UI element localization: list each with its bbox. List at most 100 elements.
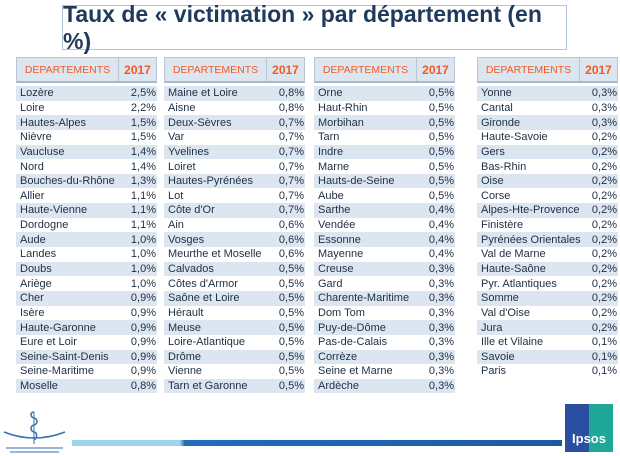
table-row: Dom Tom 0,3% bbox=[314, 306, 455, 321]
table-row: Sarthe 0,4% bbox=[314, 203, 455, 218]
header-year: 2017 bbox=[422, 62, 449, 77]
table-row: Finistère 0,2% bbox=[477, 218, 618, 233]
victimation-rate: 1,3% bbox=[130, 175, 156, 188]
header-departements: DEPARTEMENTS bbox=[478, 58, 580, 81]
victimation-rate: 0,2% bbox=[591, 233, 617, 246]
table-row: Loire-Atlantique 0,5% bbox=[164, 335, 305, 350]
victimation-rate: 0,7% bbox=[278, 116, 304, 129]
table-row: Charente-Maritime 0,3% bbox=[314, 290, 455, 306]
victimation-rate: 0,2% bbox=[591, 219, 617, 232]
victimation-rate: 0,1% bbox=[591, 336, 617, 349]
departement-name: Pas-de-Calais bbox=[318, 336, 388, 349]
victimation-rate: 0,5% bbox=[428, 116, 454, 129]
table-row: Pas-de-Calais 0,3% bbox=[314, 335, 455, 350]
table-row: Yonne 0,3% bbox=[477, 86, 618, 101]
departement-name: Nord bbox=[20, 160, 44, 173]
victimation-rate: 0,9% bbox=[130, 336, 156, 349]
victimation-rate: 0,8% bbox=[278, 101, 304, 114]
victimation-rate: 0,5% bbox=[278, 336, 304, 349]
table-row: Gironde 0,3% bbox=[477, 115, 618, 130]
victimation-rate: 1,0% bbox=[130, 277, 156, 290]
table-row: Haute-Vienne 1,1% bbox=[16, 203, 157, 218]
victimation-rate: 1,4% bbox=[130, 145, 156, 158]
victimation-rate: 0,5% bbox=[428, 101, 454, 114]
table-row: Ille et Vilaine 0,1% bbox=[477, 335, 618, 350]
header-year: 2017 bbox=[585, 62, 612, 77]
departement-name: Morbihan bbox=[318, 116, 364, 129]
table-row: Indre 0,5% bbox=[314, 144, 455, 160]
departement-name: Mayenne bbox=[318, 248, 364, 261]
departement-name: Marne bbox=[318, 160, 350, 173]
departement-name: Tarn et Garonne bbox=[168, 380, 248, 393]
table-row: Isère 0,9% bbox=[16, 306, 157, 321]
departement-name: Vendée bbox=[318, 219, 356, 232]
departement-name: Gers bbox=[481, 145, 505, 158]
table-row: Moselle 0,8% bbox=[16, 378, 157, 394]
table-row: Landes 1,0% bbox=[16, 247, 157, 262]
departement-name: Allier bbox=[20, 189, 45, 202]
header-departements: DEPARTEMENTS bbox=[165, 58, 267, 81]
victimation-rate: 0,3% bbox=[428, 380, 454, 393]
departement-name: Pyr. Atlantiques bbox=[481, 277, 557, 290]
table-row: Drôme 0,5% bbox=[164, 349, 305, 365]
departement-name: Vosges bbox=[168, 233, 205, 246]
departement-name: Paris bbox=[481, 365, 507, 378]
table-row: Tarn et Garonne 0,5% bbox=[164, 378, 305, 394]
table-row: Eure et Loir 0,9% bbox=[16, 335, 157, 350]
table-row: Aisne 0,8% bbox=[164, 101, 305, 116]
departement-name: Bas-Rhin bbox=[481, 160, 527, 173]
table-row: Nièvre 1,5% bbox=[16, 130, 157, 145]
table-header: DEPARTEMENTS 2017 bbox=[477, 57, 618, 83]
table-row: Mayenne 0,4% bbox=[314, 247, 455, 262]
table-header: DEPARTEMENTS 2017 bbox=[16, 57, 157, 83]
table-header: DEPARTEMENTS 2017 bbox=[164, 57, 305, 83]
victimation-rate: 0,2% bbox=[591, 145, 617, 158]
departement-name: Dordogne bbox=[20, 219, 69, 232]
footer-bar bbox=[72, 440, 562, 446]
victimation-rate: 0,7% bbox=[278, 175, 304, 188]
victimation-rate: 0,5% bbox=[278, 306, 304, 319]
table-row: Val de Marne 0,2% bbox=[477, 247, 618, 262]
table-row: Seine et Marne 0,3% bbox=[314, 364, 455, 379]
departement-name: Var bbox=[168, 131, 185, 144]
departement-name: Yvelines bbox=[168, 145, 209, 158]
departement-name: Aube bbox=[318, 189, 344, 202]
table-row: Alpes-Hte-Provence 0,2% bbox=[477, 203, 618, 218]
departement-name: Alpes-Hte-Provence bbox=[481, 204, 580, 217]
victimation-rate: 1,1% bbox=[130, 219, 156, 232]
table-row: Seine-Maritime 0,9% bbox=[16, 364, 157, 379]
departement-name: Saône et Loire bbox=[168, 292, 240, 305]
table-row: Maine et Loire 0,8% bbox=[164, 86, 305, 101]
victimation-rate: 0,2% bbox=[591, 204, 617, 217]
table-row: Haute-Saône 0,2% bbox=[477, 261, 618, 277]
departement-name: Lot bbox=[168, 189, 184, 202]
table-row: Meurthe et Moselle 0,6% bbox=[164, 247, 305, 262]
victimation-rate: 0,3% bbox=[428, 263, 454, 275]
table-row: Creuse 0,3% bbox=[314, 261, 455, 277]
departement-name: Cantal bbox=[481, 101, 513, 114]
victimation-rate: 0,9% bbox=[130, 306, 156, 319]
page-title: Taux de « victimation » par département … bbox=[62, 1, 567, 54]
victimation-rate: 0,5% bbox=[428, 189, 454, 202]
departement-table: DEPARTEMENTS 2017 Orne 0,5% Haut-Rhin 0,5% Mor… bbox=[314, 57, 455, 394]
victimation-rate: 2,2% bbox=[130, 101, 156, 114]
departement-name: Deux-Sèvres bbox=[168, 116, 232, 129]
departement-name: Ain bbox=[168, 219, 184, 232]
departement-name: Gironde bbox=[481, 116, 521, 129]
table-row: Haute-Garonne 0,9% bbox=[16, 320, 157, 335]
table-row: Saône et Loire 0,5% bbox=[164, 290, 305, 306]
victimation-rate: 0,6% bbox=[278, 248, 304, 261]
departement-name: Corrèze bbox=[318, 350, 358, 363]
victimation-rate: 1,5% bbox=[130, 131, 156, 144]
table-row: Côte d'Or 0,7% bbox=[164, 203, 305, 218]
victimation-rate: 0,1% bbox=[591, 365, 617, 378]
table-row: Dordogne 1,1% bbox=[16, 218, 157, 233]
victimation-rate: 2,5% bbox=[130, 87, 156, 100]
victimation-rate: 0,5% bbox=[278, 380, 304, 393]
table-row: Pyr. Atlantiques 0,2% bbox=[477, 276, 618, 291]
table-row: Cher 0,9% bbox=[16, 290, 157, 306]
departement-name: Dom Tom bbox=[318, 306, 365, 319]
departement-name: Nièvre bbox=[20, 131, 52, 144]
victimation-rate: 0,2% bbox=[591, 160, 617, 173]
victimation-rate: 0,5% bbox=[278, 263, 304, 275]
